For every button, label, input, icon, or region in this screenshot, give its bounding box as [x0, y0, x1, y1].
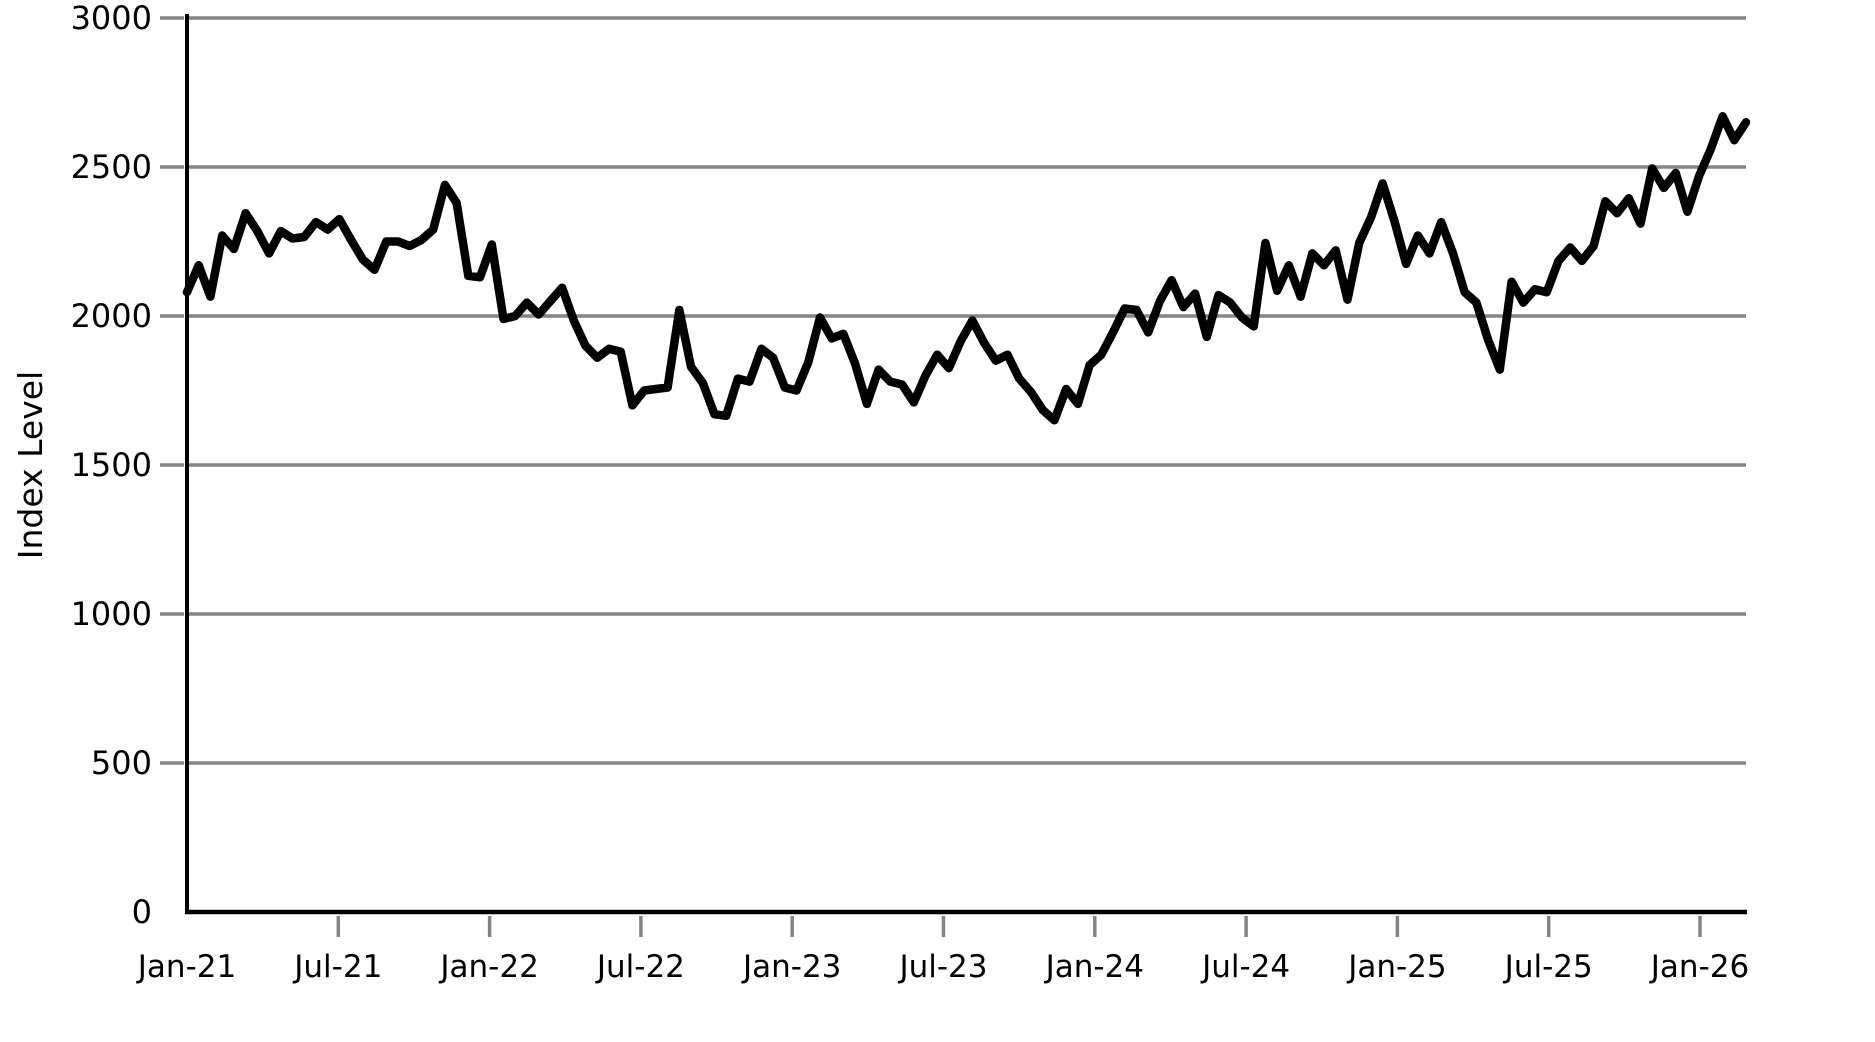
- x-tick-label: Jul-21: [292, 949, 382, 985]
- data-series: [182, 112, 1751, 425]
- y-tick-label: 2000: [71, 297, 152, 335]
- x-tick-label: Jan-23: [741, 949, 841, 985]
- x-tick-label: Jan-22: [438, 949, 538, 985]
- y-tick-label: 3000: [71, 0, 152, 37]
- x-tick-label: Jul-23: [897, 949, 987, 985]
- tick-labels: 0 500 1000 1500 2000 2500 3000 Jan-21 Jul-21 Jan-…: [71, 0, 1750, 985]
- y-axis-title: Index Level: [11, 371, 50, 559]
- y-tick-label: 1000: [71, 595, 152, 633]
- y-tick-label: 0: [132, 893, 152, 931]
- gridlines: [187, 16, 1746, 914]
- x-tick-label: Jan-21: [136, 949, 236, 985]
- x-tick-label: Jan-25: [1346, 949, 1446, 985]
- axis-spines: [185, 14, 1747, 915]
- y-tick-label: 1500: [71, 446, 152, 484]
- index-level-line: [182, 112, 1751, 425]
- tick-marks: [160, 16, 1702, 937]
- x-tick-label: Jul-25: [1503, 949, 1593, 985]
- y-tick-label: 2500: [71, 148, 152, 186]
- x-tick-label: Jan-26: [1649, 949, 1749, 985]
- x-tick-label: Jan-24: [1044, 949, 1144, 985]
- y-tick-label: 500: [91, 744, 152, 782]
- x-tick-label: Jul-22: [595, 949, 685, 985]
- x-tick-label: Jul-24: [1200, 949, 1290, 985]
